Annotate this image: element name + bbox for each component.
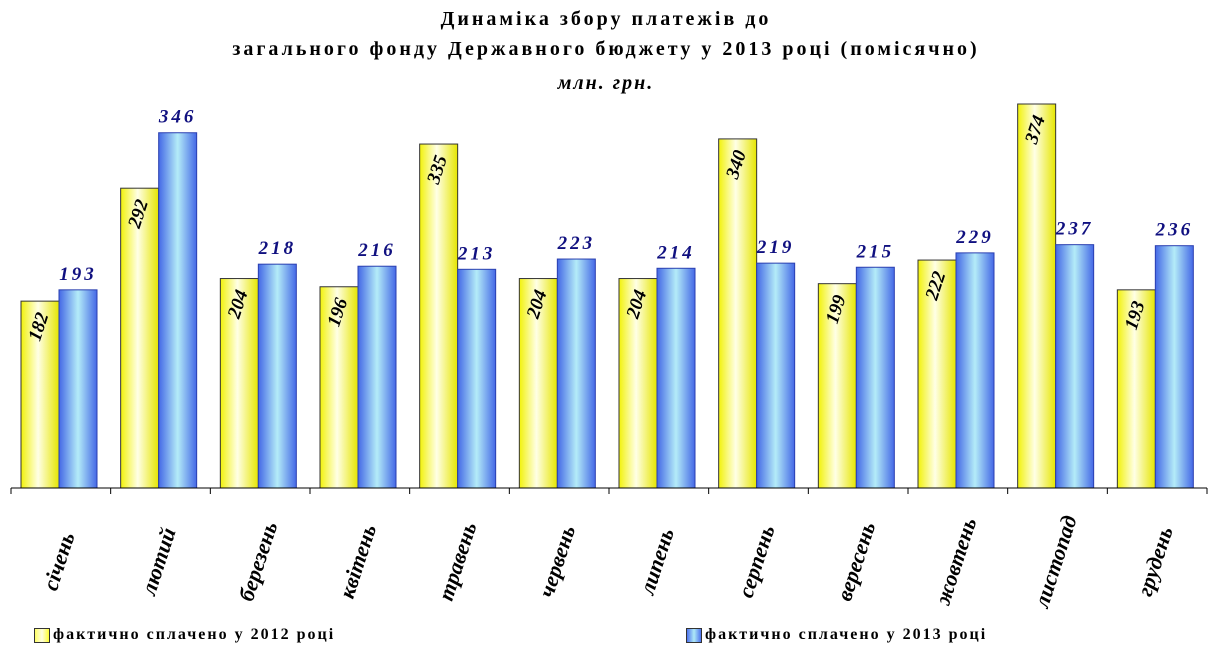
bar-2012 — [319, 286, 359, 489]
bar-2013 — [1055, 244, 1095, 489]
x-tick-label: липень — [634, 525, 679, 598]
bar-2013 — [955, 252, 995, 489]
legend-item-2013: фактично сплачено у 2013 році — [686, 626, 987, 644]
bar-2013 — [257, 263, 297, 489]
x-tick-label: вересень — [831, 519, 880, 604]
legend-swatch-2012 — [34, 627, 50, 643]
x-tick-label: січень — [37, 529, 79, 593]
legend-item-2012: фактично сплачено у 2012 році — [34, 626, 335, 644]
bar-2013 — [656, 267, 696, 489]
data-label-2013: 213 — [457, 243, 496, 264]
unit-label: млн. грн. — [557, 72, 655, 94]
legend-label-2012: фактично сплачено у 2012 році — [53, 626, 336, 643]
data-label-2013: 219 — [756, 237, 795, 258]
x-tick-label: травень — [433, 519, 482, 603]
bar-2013 — [457, 268, 497, 489]
data-label-2013: 237 — [1055, 219, 1094, 240]
data-label-2013: 215 — [856, 241, 895, 262]
bar-2012 — [917, 259, 957, 489]
data-label-2013: 218 — [258, 238, 297, 259]
chart-title-line1: Динаміка збору платежів до — [440, 8, 772, 30]
data-label-2013: 214 — [656, 242, 695, 263]
bar-2013 — [1154, 245, 1194, 489]
legend-label-2013: фактично сплачено у 2013 році — [705, 626, 988, 643]
bar-2013 — [855, 266, 895, 489]
bar-2012 — [518, 278, 558, 489]
x-tick-label: серпень — [733, 522, 780, 601]
data-label-2013: 223 — [557, 233, 596, 254]
x-tick-label: лютий — [135, 525, 180, 599]
x-tick-label: жовтень — [929, 515, 981, 609]
x-tick-label: листопад — [1028, 512, 1082, 611]
legend-swatch-2013 — [686, 627, 702, 643]
x-tick-label: квітень — [334, 521, 381, 601]
data-label-2013: 216 — [357, 240, 396, 261]
data-label-2013: 193 — [59, 264, 97, 285]
bar-2012 — [817, 283, 857, 489]
bar-2013 — [357, 265, 397, 489]
bar-2012 — [419, 143, 459, 489]
x-tick-label: березень — [233, 518, 282, 604]
data-label-2013: 236 — [1155, 220, 1194, 241]
x-tick-label: грудень — [1132, 523, 1178, 599]
bar-2012 — [1017, 103, 1057, 489]
bar-2013 — [58, 289, 98, 489]
bar-2012 — [718, 138, 758, 489]
bar-2013 — [756, 262, 796, 489]
bar-2013 — [556, 258, 596, 489]
bar-2013 — [158, 132, 198, 489]
data-label-2013: 346 — [158, 107, 197, 128]
x-tick-label: червень — [534, 522, 581, 600]
bar-2012 — [120, 187, 160, 489]
data-label-2013: 229 — [955, 227, 994, 248]
bar-2012 — [20, 300, 60, 489]
bar-2012 — [618, 278, 658, 489]
chart-title-line2: загального фонду Державного бюджету у 20… — [232, 38, 980, 60]
